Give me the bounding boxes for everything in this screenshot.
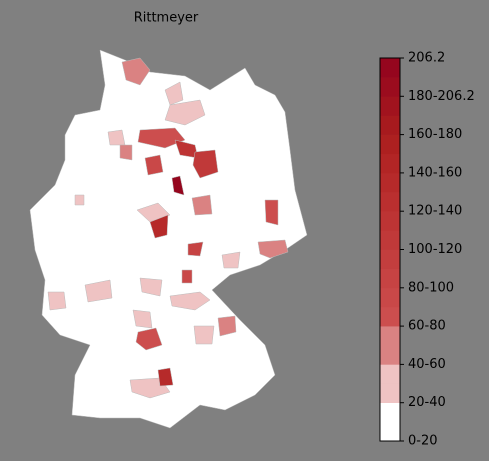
colorbar-band: [380, 421, 400, 442]
colorbar: 0-20 20-40 40-60 60-80 80-100 100-120 120-140 1…: [379, 51, 475, 449]
colorbar-band: [380, 306, 400, 327]
colorbar-label: 160-180: [408, 127, 462, 142]
region: [135, 327, 163, 351]
colorbar-band: [380, 268, 400, 289]
region: [139, 277, 163, 297]
country-outline: [29, 49, 308, 429]
map-title: Rittmeyer: [134, 11, 199, 26]
colorbar-label: 60-80: [408, 319, 446, 334]
region: [169, 291, 211, 311]
colorbar-band: [380, 402, 400, 423]
region: [164, 99, 206, 126]
colorbar-label: 206.2: [408, 51, 445, 66]
region: [119, 144, 133, 161]
region: [47, 291, 67, 311]
region: [84, 279, 113, 303]
region: [137, 127, 186, 149]
colorbar-label: 80-100: [408, 280, 454, 295]
colorbar-band: [380, 58, 400, 78]
colorbar-band: [380, 192, 400, 212]
colorbar-label: 20-40: [408, 395, 446, 410]
region: [132, 309, 153, 329]
region: [217, 315, 237, 337]
region: [221, 251, 241, 269]
colorbar-band: [380, 287, 400, 308]
region: [181, 269, 193, 284]
region: [149, 214, 169, 239]
colorbar-band: [380, 230, 400, 250]
colorbar-label: 40-60: [408, 357, 446, 372]
colorbar-band: [380, 211, 400, 231]
region: [171, 175, 185, 196]
region: [121, 57, 151, 86]
colorbar-band: [380, 134, 400, 155]
colorbar-label: 0-20: [408, 434, 438, 449]
colorbar-band: [380, 115, 400, 135]
region: [192, 149, 219, 179]
region: [187, 241, 204, 257]
region: [74, 194, 85, 206]
region: [157, 367, 174, 387]
colorbar-label: 140-160: [408, 165, 462, 180]
colorbar-band: [380, 77, 400, 97]
region: [164, 81, 184, 106]
region: [191, 194, 213, 216]
colorbar-label: 180-206.2: [408, 89, 475, 104]
region: [257, 239, 289, 259]
colorbar-band: [380, 326, 400, 346]
germany-map: [29, 49, 308, 429]
colorbar-band: [380, 249, 400, 269]
colorbar-label: 120-140: [408, 204, 462, 219]
colorbar-band: [380, 345, 400, 365]
region: [107, 129, 126, 146]
colorbar-band: [380, 364, 400, 384]
colorbar-band: [380, 96, 400, 116]
region: [193, 325, 215, 345]
region: [264, 199, 279, 226]
colorbar-band: [380, 153, 400, 174]
region: [144, 154, 164, 176]
colorbar-band: [380, 172, 400, 193]
colorbar-label: 100-120: [408, 242, 462, 257]
colorbar-band: [380, 383, 400, 403]
